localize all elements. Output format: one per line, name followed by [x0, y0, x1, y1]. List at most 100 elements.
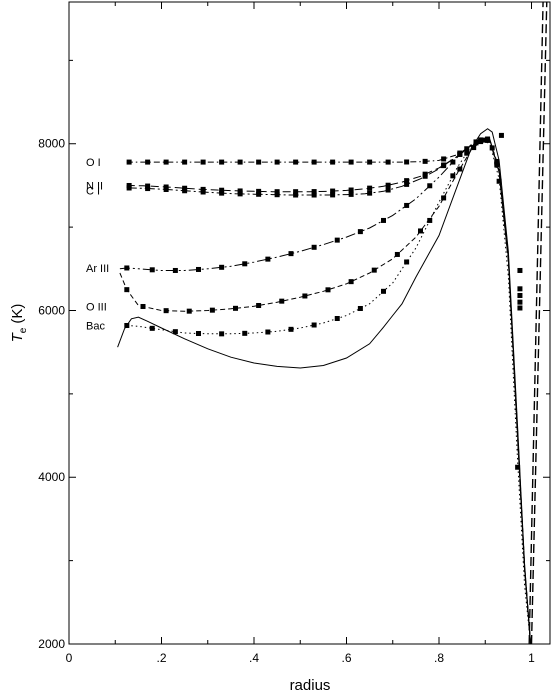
data-point-marker [517, 292, 523, 298]
data-point-marker [311, 322, 317, 328]
data-point-marker [209, 307, 215, 313]
data-point-marker [311, 189, 317, 195]
data-point-marker [311, 192, 317, 198]
data-point-marker [394, 251, 400, 257]
data-point-marker [367, 190, 373, 196]
data-point-marker [441, 195, 447, 201]
data-point-marker [219, 159, 225, 165]
data-point-marker [357, 229, 363, 235]
y-tick-label: 8000 [38, 137, 65, 151]
data-point-marker [471, 145, 477, 151]
data-point-marker [496, 178, 502, 184]
data-point-marker [404, 259, 410, 265]
data-point-marker [233, 305, 238, 311]
x-tick-label: 0 [66, 651, 73, 665]
data-point-marker [256, 159, 262, 165]
series-label: O I [86, 157, 101, 169]
data-point-marker [293, 159, 299, 165]
data-point-marker [124, 287, 130, 293]
series-line-ar-iii [119, 138, 532, 644]
data-point-marker [517, 305, 523, 311]
data-point-marker [172, 329, 178, 335]
x-tick-label: .4 [249, 651, 259, 665]
data-point-marker [457, 166, 463, 172]
x-axis-title: radius [290, 677, 331, 693]
data-point-marker [274, 189, 280, 195]
data-point-marker [450, 159, 456, 165]
series-labels: O I N IIC I Ar III O III Bac [86, 157, 109, 332]
data-point-marker [149, 267, 155, 273]
data-point-marker [124, 323, 130, 329]
series-label: Bac [86, 321, 105, 333]
data-point-marker [367, 159, 373, 165]
y-tick-label: 6000 [38, 303, 65, 317]
data-point-marker [441, 156, 447, 162]
data-point-marker [371, 267, 377, 273]
data-point-marker [494, 158, 500, 164]
data-point-marker [124, 265, 130, 271]
data-point-marker [242, 261, 248, 267]
data-point-marker [348, 279, 354, 285]
data-point-marker [348, 187, 354, 193]
data-point-marker [473, 139, 479, 145]
data-point-marker [422, 173, 428, 179]
data-point-marker [265, 329, 271, 335]
data-point-marker [242, 330, 248, 336]
data-point-marker [427, 217, 433, 223]
y-axis-title-main: T [9, 331, 26, 342]
data-point-marker [163, 159, 169, 165]
data-point-marker [348, 159, 354, 165]
plot-frame [68, 1, 551, 645]
series-label: N II [86, 180, 103, 192]
data-point-marker [274, 159, 280, 165]
data-point-marker [196, 266, 201, 272]
vertical-dashed-line [530, 2, 548, 644]
y-axis-title: Te (K) [9, 304, 29, 343]
y-tick-label: 2000 [38, 637, 65, 651]
data-point-marker [237, 191, 243, 197]
data-point-marker [237, 159, 243, 165]
data-point-marker [163, 308, 169, 314]
series-label: C I [86, 185, 100, 197]
data-point-marker [334, 237, 340, 243]
data-point-marker [163, 186, 169, 192]
data-point-marker [422, 158, 428, 164]
data-point-marker [140, 303, 146, 309]
series-label: Ar III [86, 263, 109, 275]
data-point-marker [517, 267, 523, 273]
data-point-marker [219, 190, 225, 196]
data-point-marker [293, 192, 299, 198]
data-point-marker [367, 185, 373, 191]
data-point-marker [311, 244, 317, 250]
series-line-unlabeled [117, 128, 532, 644]
data-point-marker [517, 286, 523, 292]
data-point-marker [145, 186, 151, 192]
data-point-marker [325, 287, 331, 293]
x-tick-label: .2 [156, 651, 166, 665]
data-point-marker [482, 137, 488, 143]
data-point-marker [145, 159, 151, 165]
data-point-marker [357, 305, 363, 311]
data-point-marker [302, 293, 308, 299]
x-tick-label: 1 [528, 651, 535, 665]
data-point-marker [427, 183, 433, 189]
data-point-marker [145, 183, 151, 189]
data-point-marker [256, 191, 262, 197]
data-point-marker [334, 315, 340, 321]
data-point-marker [200, 186, 206, 192]
data-point-marker [404, 178, 410, 184]
data-point-marker [385, 182, 391, 188]
data-point-marker [126, 185, 132, 191]
data-point-marker [498, 132, 504, 138]
data-point-marker [182, 188, 188, 194]
data-point-marker [418, 228, 423, 234]
data-point-marker [256, 188, 262, 194]
data-point-marker [450, 173, 456, 179]
data-point-marker [385, 187, 391, 193]
data-point-marker [464, 146, 470, 152]
series-line-o-iii [119, 139, 532, 644]
data-point-marker [274, 192, 280, 198]
y-axis-title-unit: (K) [9, 304, 26, 324]
data-point-marker [288, 326, 294, 332]
data-point-marker [464, 150, 470, 156]
